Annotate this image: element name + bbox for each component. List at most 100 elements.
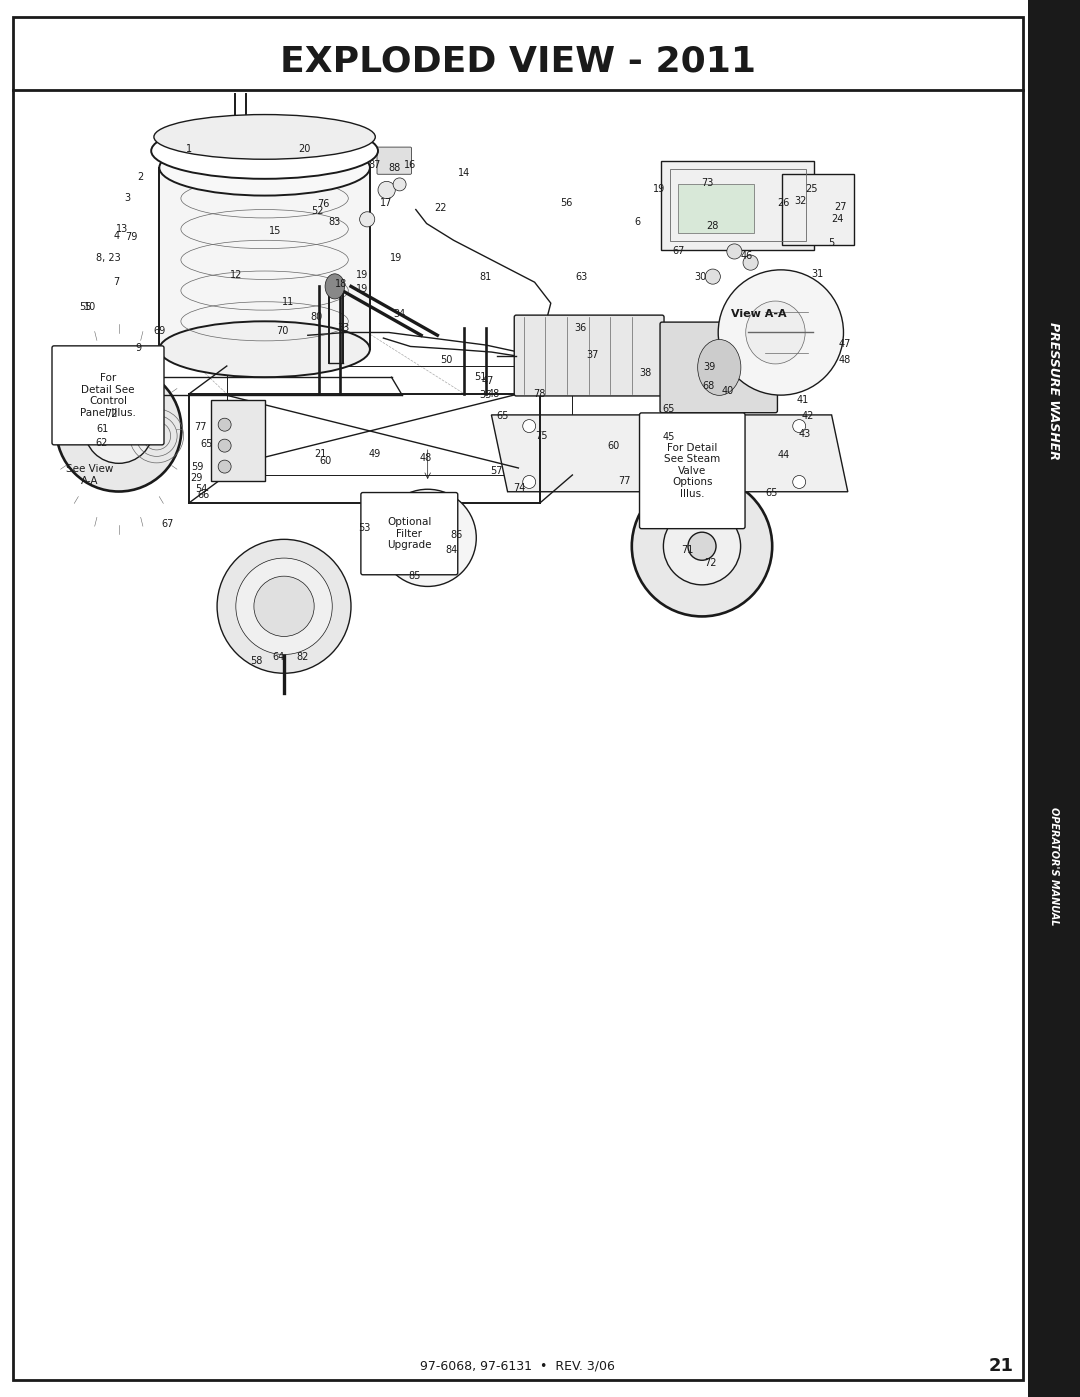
Circle shape	[56, 366, 181, 492]
Text: 39: 39	[703, 362, 716, 373]
Text: 56: 56	[559, 197, 572, 208]
Text: 85: 85	[408, 570, 421, 581]
Text: EXPLODED VIEW - 2011: EXPLODED VIEW - 2011	[280, 45, 756, 78]
Text: 65: 65	[662, 404, 675, 415]
Text: 71: 71	[680, 545, 693, 556]
Text: 60: 60	[607, 440, 620, 451]
Text: 4: 4	[113, 231, 120, 242]
Ellipse shape	[160, 140, 369, 196]
Circle shape	[523, 475, 536, 489]
Text: 47: 47	[482, 376, 495, 387]
Text: 16: 16	[404, 159, 417, 170]
Text: 27: 27	[834, 201, 847, 212]
FancyBboxPatch shape	[377, 147, 411, 175]
FancyBboxPatch shape	[361, 493, 458, 574]
Text: 38: 38	[639, 367, 652, 379]
Text: 63: 63	[575, 271, 588, 282]
Circle shape	[688, 532, 716, 560]
Text: 47: 47	[838, 338, 851, 349]
Text: 44: 44	[778, 450, 791, 461]
Bar	[211, 400, 265, 481]
Text: 48: 48	[838, 355, 851, 366]
Circle shape	[705, 270, 720, 284]
Ellipse shape	[154, 115, 376, 159]
Text: 17: 17	[380, 197, 393, 208]
FancyBboxPatch shape	[52, 346, 164, 444]
Text: 40: 40	[721, 386, 734, 397]
Ellipse shape	[698, 339, 741, 395]
Text: 29: 29	[190, 472, 203, 483]
Circle shape	[718, 270, 843, 395]
Circle shape	[378, 182, 395, 198]
Text: 65: 65	[765, 488, 778, 499]
Text: 22: 22	[434, 203, 447, 214]
Circle shape	[632, 476, 772, 616]
Text: 69: 69	[153, 326, 166, 337]
Text: 67: 67	[672, 246, 685, 257]
Text: 86: 86	[450, 529, 463, 541]
Ellipse shape	[225, 141, 257, 158]
Text: 77: 77	[194, 422, 207, 433]
Text: 8, 23: 8, 23	[96, 253, 120, 264]
Text: 33: 33	[337, 323, 350, 334]
Text: 21: 21	[314, 448, 327, 460]
Text: 36: 36	[573, 323, 586, 334]
Text: 59: 59	[191, 461, 204, 472]
Text: 72: 72	[704, 557, 717, 569]
FancyBboxPatch shape	[639, 414, 745, 528]
Text: 13: 13	[116, 224, 129, 235]
Circle shape	[393, 177, 406, 191]
Text: 19: 19	[355, 284, 368, 295]
Text: 20: 20	[298, 144, 311, 155]
Text: 53: 53	[357, 522, 370, 534]
Circle shape	[218, 460, 231, 474]
Text: 65: 65	[200, 439, 213, 450]
Circle shape	[84, 394, 153, 464]
Text: 73: 73	[701, 177, 714, 189]
Circle shape	[727, 244, 742, 258]
Text: 19: 19	[652, 183, 665, 194]
Circle shape	[793, 419, 806, 433]
Bar	[1028, 0, 1080, 1397]
FancyBboxPatch shape	[514, 316, 664, 395]
Text: 88: 88	[388, 162, 401, 173]
Text: 87: 87	[368, 159, 381, 170]
Text: 61: 61	[96, 423, 109, 434]
Text: 28: 28	[706, 221, 719, 232]
Text: 54: 54	[194, 483, 207, 495]
Text: 1: 1	[186, 144, 192, 155]
Text: 49: 49	[368, 448, 381, 460]
Text: For Detail
See Steam
Valve
Options
Illus.: For Detail See Steam Valve Options Illus…	[664, 443, 720, 499]
Circle shape	[218, 418, 231, 432]
Text: 68: 68	[702, 380, 715, 391]
Text: See View
A-A: See View A-A	[66, 464, 113, 486]
Text: 10: 10	[83, 302, 96, 313]
Text: 19: 19	[355, 270, 368, 281]
Text: 80: 80	[310, 312, 323, 323]
Text: 2: 2	[137, 172, 144, 183]
Text: 81: 81	[480, 271, 492, 282]
Circle shape	[360, 212, 375, 226]
Text: 75: 75	[535, 430, 548, 441]
Text: 78: 78	[532, 388, 545, 400]
Text: 15: 15	[269, 225, 282, 236]
Text: 82: 82	[296, 651, 309, 662]
Text: 83: 83	[328, 217, 341, 228]
Text: 79: 79	[125, 232, 138, 243]
Bar	[678, 184, 754, 233]
Ellipse shape	[160, 321, 369, 377]
Text: 50: 50	[440, 355, 453, 366]
Text: 58: 58	[249, 655, 262, 666]
Text: 84: 84	[445, 545, 458, 556]
Text: 5: 5	[828, 237, 835, 249]
Text: 21: 21	[988, 1358, 1013, 1375]
Text: 14: 14	[458, 168, 471, 179]
Text: 66: 66	[197, 489, 210, 500]
Text: 6: 6	[634, 217, 640, 228]
Text: Optional
Filter
Upgrade: Optional Filter Upgrade	[387, 517, 432, 550]
Text: 35: 35	[480, 390, 492, 401]
FancyBboxPatch shape	[661, 161, 814, 250]
Ellipse shape	[745, 302, 806, 363]
Text: 9: 9	[135, 342, 141, 353]
Text: 52: 52	[311, 205, 324, 217]
